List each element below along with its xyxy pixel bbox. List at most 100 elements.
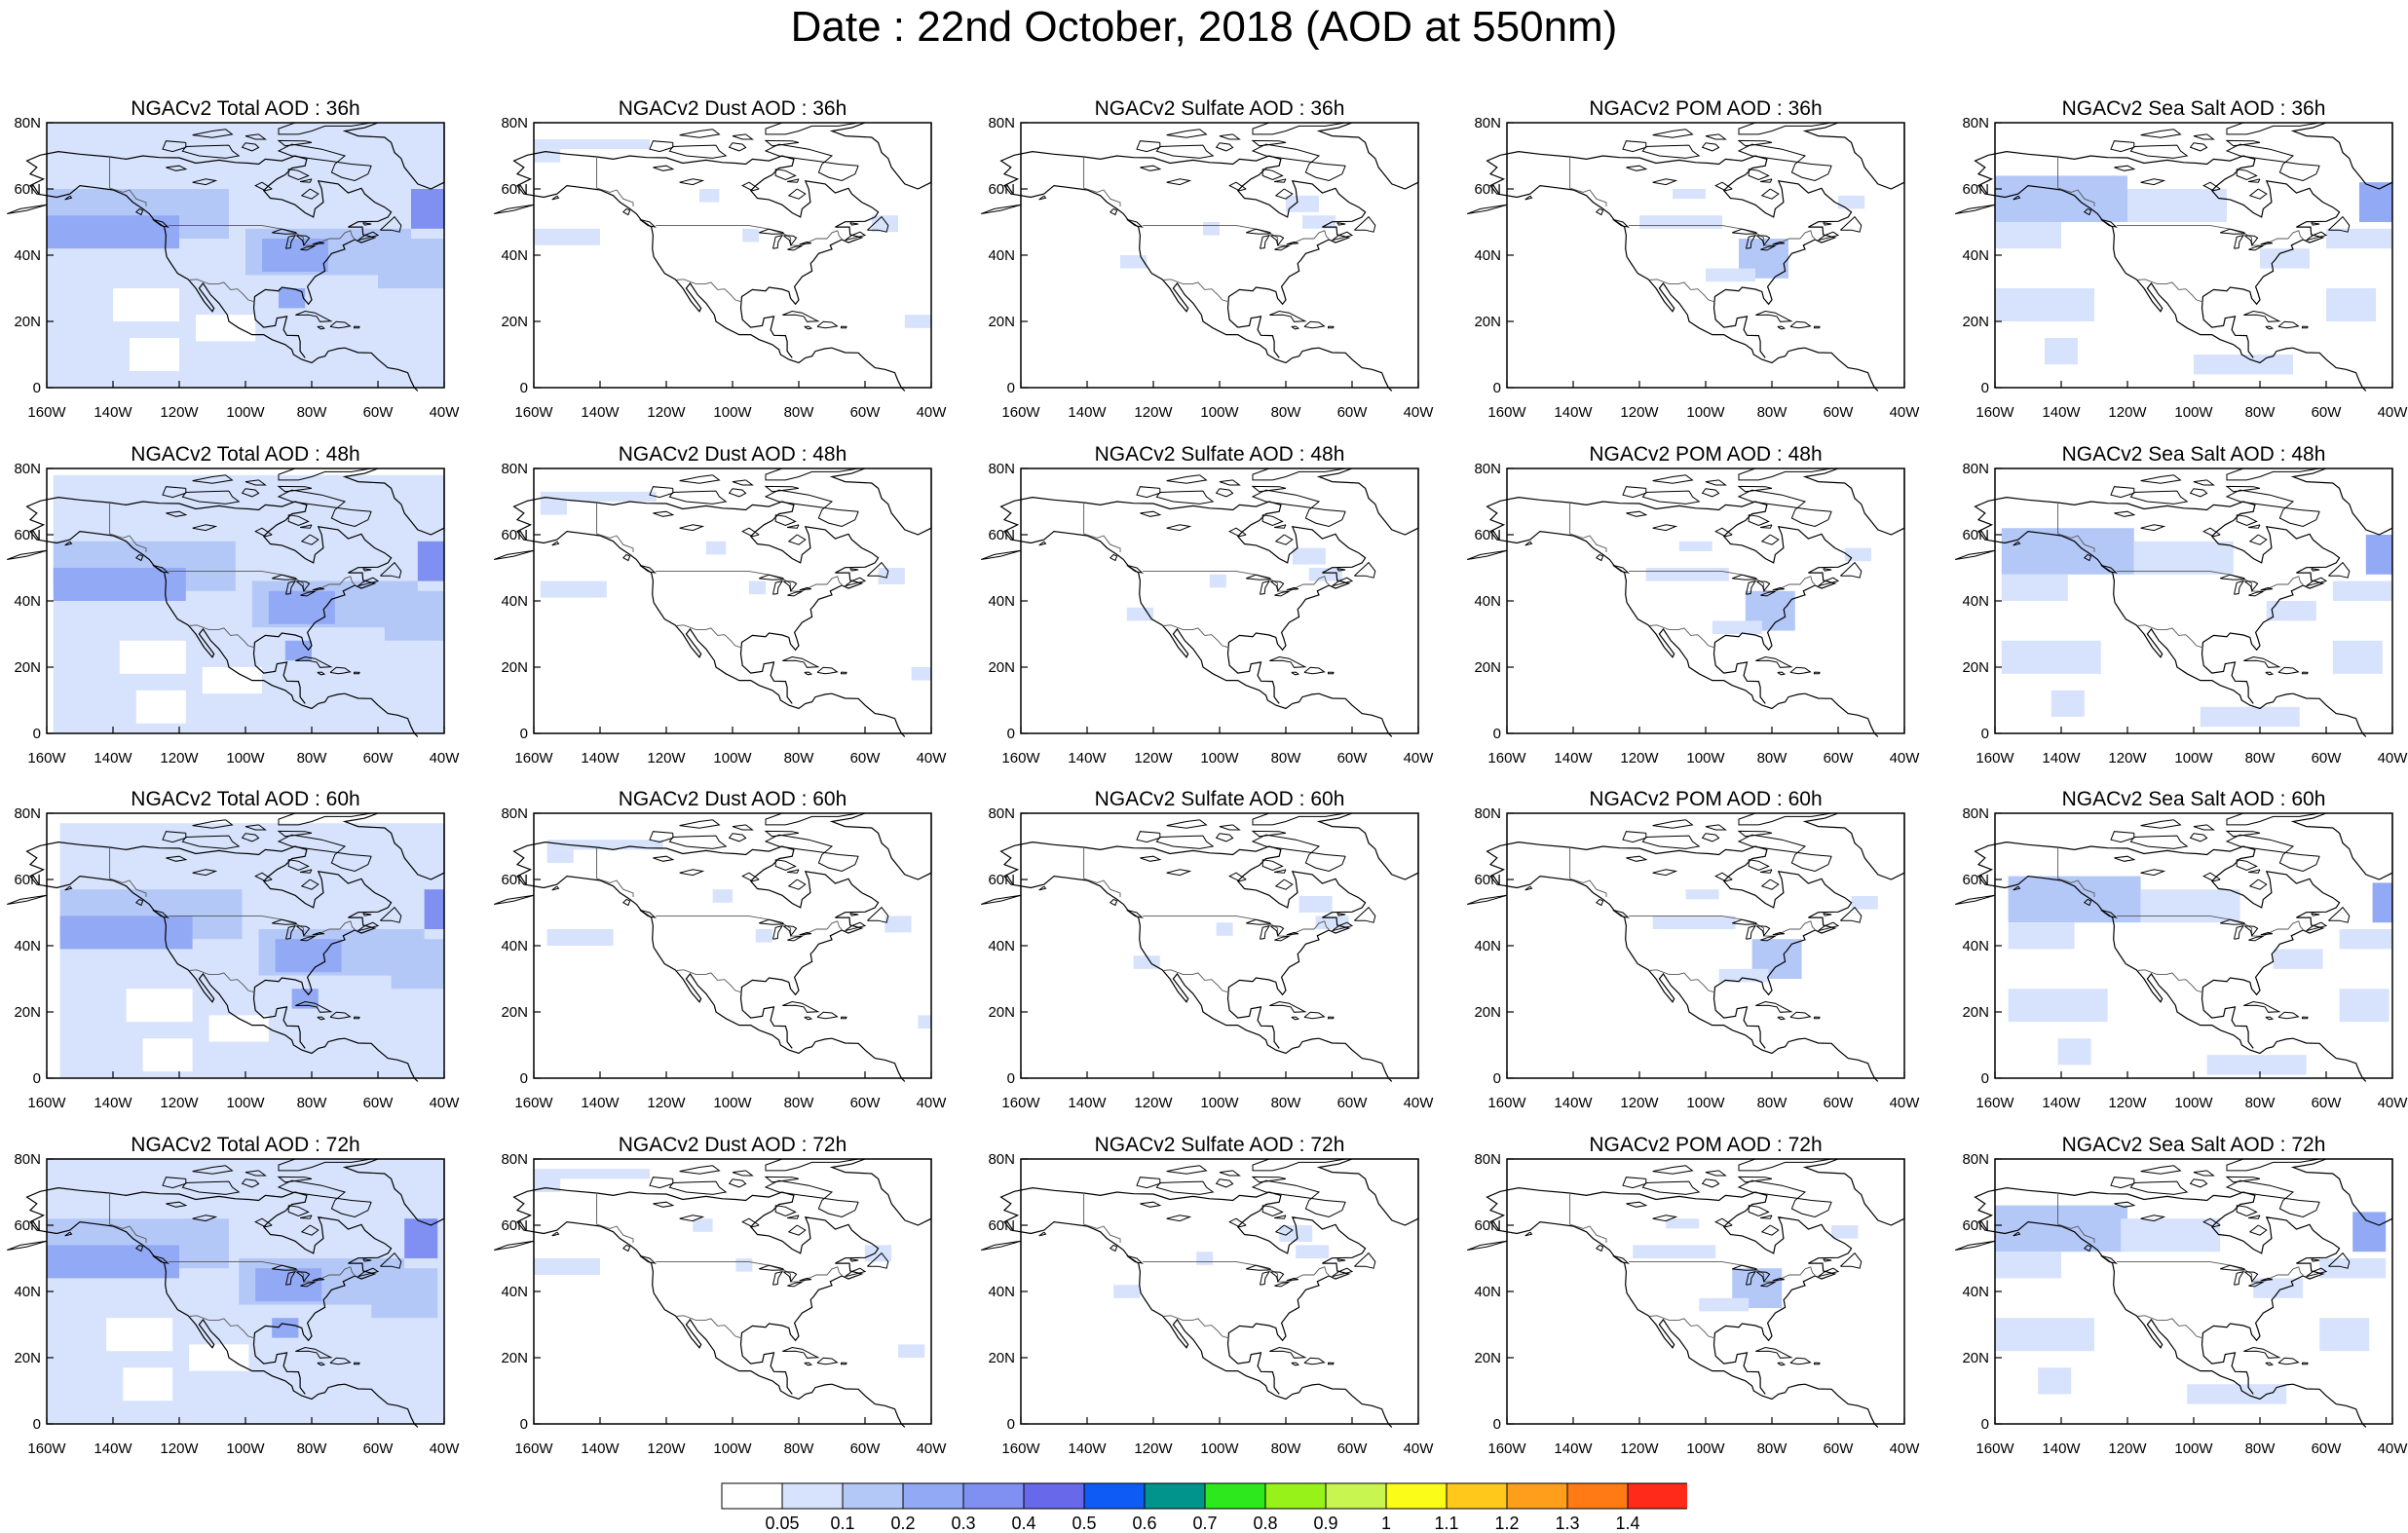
lake-outline — [312, 241, 325, 245]
island-outline — [181, 490, 241, 505]
island-outline — [621, 898, 631, 907]
island-outline — [1274, 178, 1287, 183]
island-outline — [380, 1252, 402, 1269]
island-outline — [1777, 671, 1787, 676]
lon-tick-label: 100W — [1686, 1440, 1725, 1457]
island-outline — [841, 671, 847, 675]
aod-field-cell — [53, 568, 186, 601]
island-outline — [277, 834, 372, 873]
lon-tick-label: 100W — [1200, 1095, 1239, 1111]
lon-tick-label: 40W — [1890, 404, 1921, 421]
island-outline — [1760, 534, 1780, 545]
lake-outline — [296, 1271, 311, 1283]
lake-outline — [679, 869, 705, 877]
island-outline — [1155, 144, 1215, 159]
lon-tick-label: 60W — [850, 404, 882, 421]
lake-outline — [1140, 855, 1162, 862]
aod-field-cell — [1126, 607, 1153, 621]
island-outline — [679, 474, 721, 484]
country-border — [188, 624, 255, 649]
map-panel: NGACv2 Total AOD : 72h 80N 60N 40N 20N 0 160W 1… — [7, 1134, 460, 1457]
lake-outline — [1746, 1270, 1757, 1286]
lat-tick-label: 20N — [988, 314, 1015, 330]
lon-tick-label: 120W — [1134, 1095, 1173, 1111]
lon-tick-label: 60W — [363, 404, 395, 421]
lon-tick-label: 160W — [1001, 750, 1040, 766]
lon-tick-label: 100W — [1200, 1440, 1239, 1457]
lake-outline — [1286, 586, 1299, 591]
aod-field-cell — [119, 640, 186, 674]
island-outline — [300, 534, 320, 545]
aod-field-cell — [2001, 574, 2068, 601]
island-outline — [841, 325, 847, 329]
colorbar-swatch — [842, 1482, 904, 1510]
island-outline — [1336, 222, 1346, 226]
island-outline — [7, 1240, 48, 1251]
aod-field-cell — [2319, 1318, 2370, 1352]
lon-tick-label: 160W — [1975, 1095, 2014, 1111]
island-outline — [1760, 1224, 1780, 1236]
map-panel: NGACv2 Total AOD : 60h 80N 60N 40N 20N 0 160W 1… — [7, 788, 460, 1111]
island-outline — [2225, 143, 2320, 182]
island-outline — [1126, 218, 1145, 228]
lake-outline — [1746, 924, 1757, 940]
lake-outline — [2244, 1271, 2259, 1283]
island-outline — [2328, 215, 2351, 233]
map-background — [1507, 468, 1904, 733]
map-background — [1507, 1159, 1904, 1424]
panel-title: NGACv2 POM AOD : 36h — [1589, 97, 1822, 120]
island-outline — [1166, 474, 1208, 484]
map-background — [534, 123, 931, 388]
lake-outline — [2140, 869, 2166, 877]
lake-outline — [1756, 925, 1771, 937]
island-outline — [2193, 133, 2215, 140]
island-outline — [1303, 320, 1326, 329]
lake-outline — [2234, 924, 2245, 940]
colorbar-swatch — [902, 1482, 964, 1510]
panel-title: NGACv2 Sulfate AOD : 36h — [1095, 97, 1345, 120]
lake-outline — [1286, 241, 1299, 245]
lon-tick-label: 40W — [917, 1440, 948, 1457]
lat-tick-label: 60N — [988, 181, 1015, 198]
lon-tick-label: 140W — [1554, 1095, 1593, 1111]
colorbar-swatch — [1023, 1482, 1085, 1510]
lon-tick-label: 40W — [1404, 1095, 1435, 1111]
island-outline — [1467, 894, 1508, 905]
lon-tick-label: 160W — [1001, 1440, 1040, 1457]
aod-field-cell — [411, 189, 444, 229]
lat-tick-label: 0 — [1007, 1070, 1015, 1087]
island-outline — [192, 474, 234, 484]
island-outline — [2189, 488, 2208, 498]
island-outline — [1737, 143, 1832, 182]
aod-field-cell — [106, 1318, 173, 1352]
country-border — [2057, 847, 2095, 897]
lake-outline — [1274, 1281, 1290, 1288]
country-border — [109, 503, 147, 552]
island-outline — [1354, 1252, 1376, 1269]
aod-field-cell — [546, 929, 614, 946]
island-outline — [152, 909, 170, 918]
island-outline — [2100, 564, 2119, 574]
island-outline — [1755, 1346, 1793, 1359]
island-outline — [357, 921, 380, 932]
aod-field-cell — [2206, 1055, 2307, 1075]
island-outline — [1622, 140, 1647, 153]
country-border — [1162, 969, 1229, 993]
aod-field-cell — [371, 1268, 438, 1319]
lat-tick-label: 40N — [14, 1284, 41, 1300]
lon-tick-label: 100W — [226, 1095, 265, 1111]
lat-tick-label: 40N — [988, 593, 1015, 610]
greenland-coastline — [1316, 812, 1419, 880]
country-border — [188, 1315, 255, 1339]
lake-outline — [1626, 510, 1648, 517]
island-outline — [2129, 490, 2189, 505]
aod-field-cell — [2051, 690, 2085, 717]
lat-tick-label: 0 — [1007, 380, 1015, 396]
island-outline — [845, 921, 867, 932]
map-background — [1507, 123, 1904, 388]
lon-tick-label: 60W — [2312, 1440, 2343, 1457]
aod-field-cell — [705, 541, 727, 555]
aod-field-cell — [268, 590, 335, 624]
aod-field-cell — [1203, 222, 1220, 236]
lon-tick-label: 120W — [2108, 750, 2147, 766]
